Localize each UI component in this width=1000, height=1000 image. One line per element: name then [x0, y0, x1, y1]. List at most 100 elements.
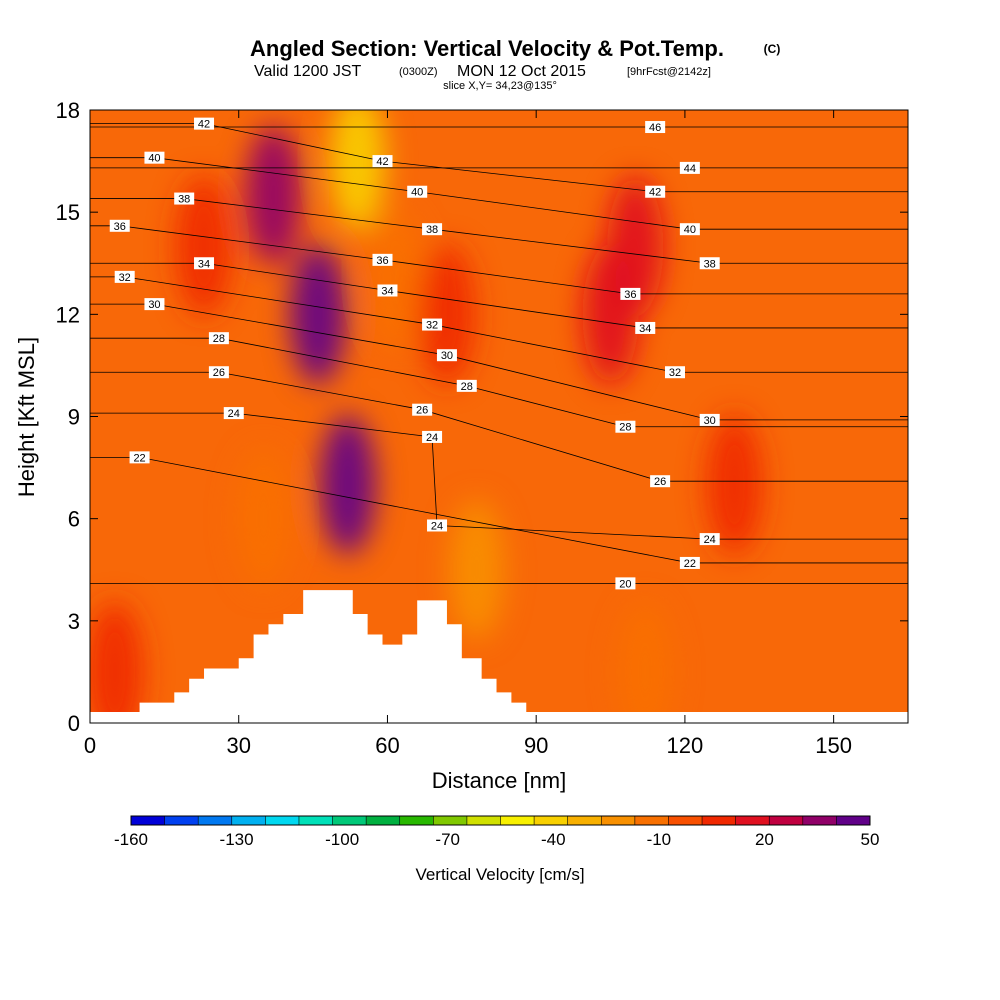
valid-utc: (0300Z) [399, 66, 438, 78]
contour-label-box [194, 257, 215, 270]
contour-label-3: 36 [109, 219, 130, 233]
contour-label-21: 24 [427, 519, 448, 532]
contour-label-text: 28 [461, 381, 473, 393]
colorbar-tick-label: 50 [861, 830, 880, 849]
contour-label-text: 46 [649, 122, 661, 134]
contour-label-box [699, 413, 720, 426]
x-tick-label: 30 [226, 733, 250, 758]
velocity-anomaly-1 [290, 244, 347, 385]
contour-label-box [377, 284, 398, 297]
velocity-anomaly-4 [369, 210, 426, 351]
contour-label-box [679, 223, 700, 236]
colorbar-swatch-6 [332, 816, 367, 825]
contour-label-text: 42 [376, 156, 388, 168]
contour-label-20: 24 [422, 430, 443, 444]
colorbar-swatch-7 [366, 816, 401, 825]
contour-label-text: 44 [684, 163, 696, 175]
terrain [90, 590, 908, 723]
contour-label-text: 30 [704, 415, 716, 427]
contour-label-33: 24 [699, 533, 720, 546]
contour-label-27: 36 [620, 287, 641, 301]
contour-label-text: 38 [426, 224, 438, 236]
contour-label-text: 40 [148, 153, 160, 165]
contour-label-box [650, 475, 671, 488]
chart-title: Angled Section: Vertical Velocity & Pot.… [250, 36, 724, 61]
contour-label-text: 30 [148, 299, 160, 311]
contour-label-box [194, 117, 215, 130]
contour-label-box [664, 366, 685, 379]
y-tick-label: 9 [68, 405, 80, 430]
contour-label-text: 36 [114, 221, 126, 233]
contour-label-box [427, 519, 448, 532]
contour-label-6: 30 [144, 298, 165, 311]
colorbar-swatch-0 [131, 816, 166, 825]
contour-label-25: 40 [679, 223, 700, 236]
below-ground-strip [90, 712, 908, 723]
contour-label-text: 22 [133, 452, 145, 464]
y-tick-label: 12 [56, 302, 80, 327]
contour-label-11: 42 [372, 155, 393, 168]
contour-label-13: 38 [422, 223, 443, 236]
contour-label-box [422, 223, 443, 236]
contour-label-31: 28 [615, 420, 636, 434]
contour-label-text: 38 [178, 194, 190, 206]
y-tick-label: 3 [68, 609, 80, 634]
colorbar-swatch-1 [164, 816, 199, 825]
contour-label-text: 36 [624, 289, 636, 301]
contour-label-8: 26 [208, 366, 229, 379]
contour-label-box [679, 161, 700, 174]
contour-label-9: 24 [223, 407, 244, 420]
contour-label-12: 40 [407, 185, 428, 199]
contour-label-text: 34 [198, 258, 210, 270]
colorbar-swatch-13 [567, 816, 602, 825]
colorbar-tick-label: -10 [647, 830, 672, 849]
y-axis-label: Height [Kft MSL] [14, 337, 39, 497]
colorbar-swatch-3 [231, 816, 266, 825]
contour-label-box [412, 403, 433, 416]
contour-label-23: 44 [679, 161, 700, 175]
contour-label-text: 28 [619, 422, 631, 434]
colorbar-swatch-11 [500, 816, 535, 825]
contour-label-box [208, 366, 229, 379]
colorbar-swatch-5 [298, 816, 334, 825]
contour-label-text: 26 [416, 405, 428, 417]
contour-label-text: 40 [684, 224, 696, 236]
colorbar-swatch-21 [836, 816, 871, 825]
contour-label-text: 24 [426, 432, 438, 444]
contour-label-28: 34 [635, 321, 656, 335]
contour-label-30: 30 [699, 413, 720, 427]
colorbar-tick-label: 20 [755, 830, 774, 849]
colorbar-swatch-2 [198, 816, 233, 825]
x-axis-label: Distance [nm] [432, 768, 567, 793]
contour-label-32: 26 [650, 475, 671, 488]
contour-label-26: 38 [699, 257, 720, 270]
colorbar-tick-label: -130 [220, 830, 254, 849]
y-tick-label: 0 [68, 711, 80, 736]
contour-label-text: 38 [704, 258, 716, 270]
colorbar-swatch-4 [265, 816, 300, 825]
colorbar-swatch-19 [769, 816, 804, 825]
contour-label-text: 20 [619, 578, 631, 590]
contour-label-2: 38 [174, 192, 195, 206]
contour-label-17: 30 [436, 349, 457, 362]
contour-label-box [114, 270, 135, 283]
x-axis: 0 30 60 90 120 150 [84, 110, 852, 758]
y-tick-label: 6 [68, 507, 80, 532]
contour-label-1: 40 [144, 151, 165, 165]
contour-label-text: 24 [228, 408, 240, 420]
contour-label-box [699, 257, 720, 270]
contour-label-box [407, 185, 428, 198]
contour-label-text: 42 [198, 119, 210, 131]
contour-label-34: 22 [679, 556, 700, 570]
contour-label-box [144, 298, 165, 311]
colorbar-tick-label: -70 [435, 830, 460, 849]
contour-label-box [372, 155, 393, 168]
contour-label-10: 22 [129, 451, 150, 464]
contour-label-text: 28 [213, 333, 225, 345]
contour-label-text: 32 [426, 320, 438, 332]
theta-contour-labels: 42 40 38 36 34 32 30 28 26 24 22 42 40 38 36 34 32 30 28 26… [109, 117, 720, 590]
contour-label-box [174, 192, 195, 205]
colorbar-swatch-14 [601, 816, 636, 825]
colorbar-swatch-12 [534, 816, 569, 825]
